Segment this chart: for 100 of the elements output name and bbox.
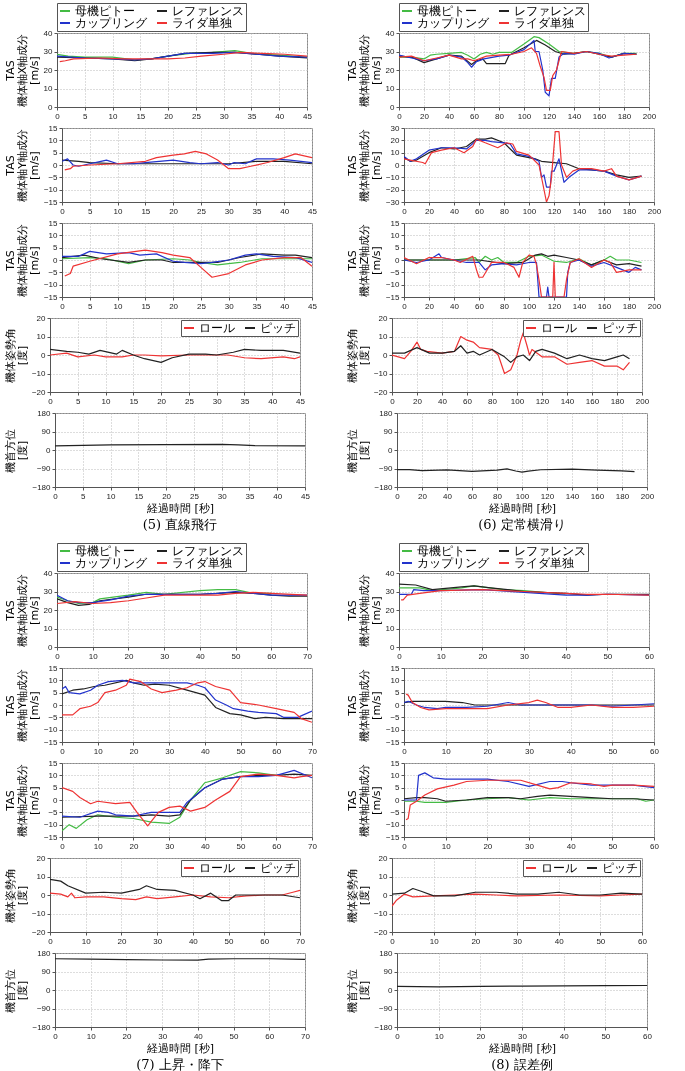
y-tick-label: 10 xyxy=(48,675,59,685)
y-tick-label: −20 xyxy=(31,927,47,937)
x-tick-label: 30 xyxy=(217,491,228,501)
x-tick-label: 10 xyxy=(93,746,104,756)
x-tick-label: 30 xyxy=(153,936,163,946)
y-tick-label: 5 xyxy=(53,148,59,158)
x-tick-label: 70 xyxy=(301,1031,311,1041)
x-tick-label: 45 xyxy=(301,491,311,501)
y-tick-label: −90 xyxy=(378,464,394,473)
y-tick-label: −15 xyxy=(385,737,401,747)
x-tick-label: 10 xyxy=(429,936,440,946)
y-axis-title: 機首方位[度] xyxy=(4,428,30,473)
x-tick-label: 60 xyxy=(645,651,655,661)
y-axis-title: TAS 機体軸X軸成分[m/s] xyxy=(345,573,383,648)
x-tick-label: 180 xyxy=(610,396,625,406)
y-tick-label: 0 xyxy=(46,985,52,995)
y-tick-label: 10 xyxy=(48,770,59,780)
x-tick-label: 50 xyxy=(224,936,235,946)
x-tick-label: 100 xyxy=(515,491,530,501)
y-tick-label: −90 xyxy=(378,1004,394,1013)
x-tick-label: 20 xyxy=(162,491,172,501)
x-tick-label: 50 xyxy=(608,746,618,756)
y-tick-label: 40 xyxy=(43,28,54,38)
y-tick-label: −10 xyxy=(385,280,401,290)
y-tick-label: −15 xyxy=(385,292,401,302)
y-tick-label: −10 xyxy=(373,369,389,378)
x-tick-label: 60 xyxy=(265,1031,275,1041)
legend-label: カップリング xyxy=(75,556,148,570)
y-tick-label: 10 xyxy=(36,332,47,341)
y-tick-label: −180 xyxy=(374,1022,394,1032)
y-tick-label: −10 xyxy=(43,280,59,290)
legend-label: 母機ピトー xyxy=(75,4,135,18)
x-tick-label: 50 xyxy=(236,841,247,851)
x-tick-label: 10 xyxy=(436,651,447,661)
y-tick-label: 0 xyxy=(48,102,54,112)
y-tick-label: 20 xyxy=(43,605,54,615)
y-tick-label: 0 xyxy=(383,350,389,360)
x-tick-label: 5 xyxy=(76,396,82,406)
x-tick-label: 60 xyxy=(267,651,277,661)
x-tick-label: 45 xyxy=(296,396,306,406)
legend-label: レファレンス xyxy=(172,544,244,558)
x-tick-label: 180 xyxy=(622,301,637,311)
y-tick-label: 20 xyxy=(378,313,389,323)
x-tick-label: 40 xyxy=(443,491,453,501)
y-axis-title: 機体姿勢角[度] xyxy=(345,868,371,923)
x-tick-label: 180 xyxy=(615,491,630,501)
x-tick-label: 10 xyxy=(81,936,92,946)
y-tick-label: −10 xyxy=(43,185,59,195)
legend-label: レファレンス xyxy=(172,4,244,18)
legend-label: レファレンス xyxy=(514,544,586,558)
y-tick-label: 5 xyxy=(395,688,401,698)
y-tick-label: 10 xyxy=(378,332,389,341)
y-tick-label: 0 xyxy=(388,445,394,455)
x-tick-label: 60 xyxy=(650,841,660,851)
x-tick-label: 25 xyxy=(196,301,207,311)
y-tick-label: 15 xyxy=(48,663,59,673)
x-tick-label: 30 xyxy=(520,651,530,661)
y-tick-label: −10 xyxy=(373,909,389,918)
x-tick-label: 160 xyxy=(592,111,607,121)
x-tick-label: 200 xyxy=(647,206,662,216)
y-tick-label: −10 xyxy=(385,820,401,830)
y-tick-label: −10 xyxy=(385,725,401,735)
text: (7) 上昇・降下 xyxy=(136,1057,224,1071)
x-tick-label: 15 xyxy=(141,206,151,216)
x-tick-label: 20 xyxy=(157,396,167,406)
x-tick-label: 120 xyxy=(535,396,550,406)
x-tick-label: 60 xyxy=(470,111,480,121)
x-tick-label: 100 xyxy=(510,396,525,406)
y-tick-label: 20 xyxy=(390,135,401,145)
x-tick-label: 160 xyxy=(597,206,612,216)
x-tick-label: 35 xyxy=(247,111,257,121)
y-tick-label: −5 xyxy=(48,172,59,182)
x-tick-label: 70 xyxy=(308,841,318,851)
x-tick-label: 40 xyxy=(450,206,460,216)
x-tick-label: 60 xyxy=(638,936,648,946)
y-tick-label: 0 xyxy=(41,350,47,360)
y-tick-label: 20 xyxy=(385,65,396,75)
y-tick-label: −5 xyxy=(48,712,59,722)
y-tick-label: 180 xyxy=(379,408,394,418)
y-tick-label: −15 xyxy=(385,832,401,842)
y-tick-label: 10 xyxy=(378,872,389,881)
x-tick-label: 20 xyxy=(117,936,127,946)
y-tick-label: 0 xyxy=(395,700,401,710)
x-tick-label: 10 xyxy=(113,301,124,311)
x-tick-label: 40 xyxy=(450,301,460,311)
y-tick-label: 180 xyxy=(37,408,52,418)
x-tick-label: 40 xyxy=(559,1031,570,1041)
y-tick-label: 10 xyxy=(43,624,54,633)
legend-label: ピッチ xyxy=(260,861,296,875)
x-tick-label: 40 xyxy=(195,651,206,661)
y-tick-label: 5 xyxy=(53,243,59,253)
y-tick-label: 5 xyxy=(395,243,401,253)
x-tick-label: 40 xyxy=(268,396,278,406)
legend-label: 母機ピトー xyxy=(75,544,135,558)
x-tick-label: 40 xyxy=(273,491,283,501)
x-tick-label: 40 xyxy=(438,396,448,406)
x-tick-label: 10 xyxy=(113,206,124,216)
y-tick-label: −5 xyxy=(48,807,59,817)
x-tick-label: 80 xyxy=(495,111,505,121)
y-tick-label: 10 xyxy=(36,872,47,881)
